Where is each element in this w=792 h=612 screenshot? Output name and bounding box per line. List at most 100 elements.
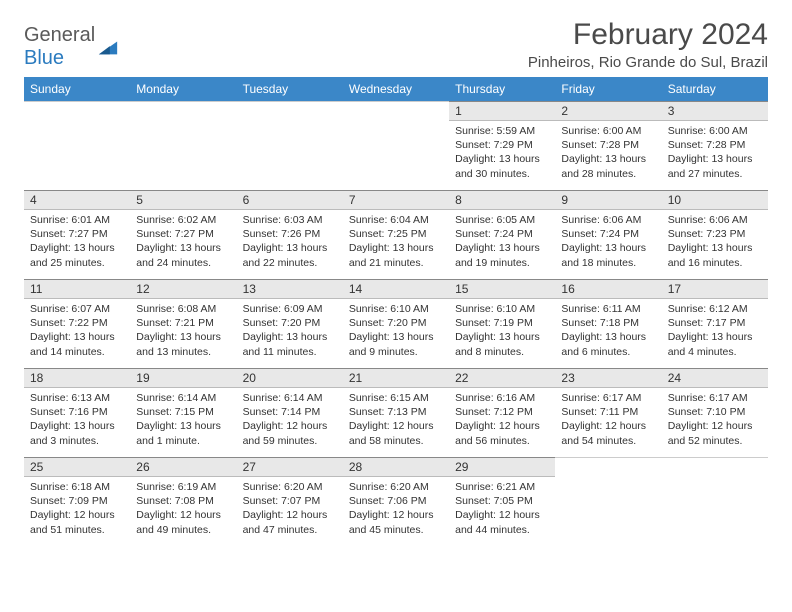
daylight-line: Daylight: 13 hours and 6 minutes. (561, 330, 655, 358)
day-number-cell: 1 (449, 102, 555, 121)
daylight-line: Daylight: 12 hours and 54 minutes. (561, 419, 655, 447)
day-number-cell: 9 (555, 191, 661, 210)
sunset-line: Sunset: 7:07 PM (243, 494, 337, 508)
sunrise-line: Sunrise: 6:19 AM (136, 480, 230, 494)
sunset-line: Sunset: 7:20 PM (349, 316, 443, 330)
sunrise-line: Sunrise: 6:14 AM (243, 391, 337, 405)
day-number-cell: 8 (449, 191, 555, 210)
day-number-cell: 2 (555, 102, 661, 121)
empty-cell (24, 102, 130, 121)
weekday-header: Monday (130, 77, 236, 102)
day-detail-cell: Sunrise: 6:14 AMSunset: 7:15 PMDaylight:… (130, 388, 236, 458)
sunrise-line: Sunrise: 6:07 AM (30, 302, 124, 316)
day-number-row: 2526272829 (24, 458, 768, 477)
daylight-line: Daylight: 13 hours and 24 minutes. (136, 241, 230, 269)
sunset-line: Sunset: 7:24 PM (561, 227, 655, 241)
title-block: February 2024 Pinheiros, Rio Grande do S… (528, 18, 768, 71)
sunset-line: Sunset: 7:28 PM (561, 138, 655, 152)
daylight-line: Daylight: 12 hours and 56 minutes. (455, 419, 549, 447)
day-detail-cell: Sunrise: 6:17 AMSunset: 7:10 PMDaylight:… (662, 388, 768, 458)
sunset-line: Sunset: 7:16 PM (30, 405, 124, 419)
daylight-line: Daylight: 13 hours and 19 minutes. (455, 241, 549, 269)
daylight-line: Daylight: 13 hours and 30 minutes. (455, 152, 549, 180)
daylight-line: Daylight: 13 hours and 4 minutes. (668, 330, 762, 358)
day-detail-cell: Sunrise: 6:20 AMSunset: 7:06 PMDaylight:… (343, 477, 449, 547)
daylight-line: Daylight: 13 hours and 1 minute. (136, 419, 230, 447)
day-number-cell: 15 (449, 280, 555, 299)
day-number-cell: 19 (130, 369, 236, 388)
empty-cell (237, 102, 343, 121)
day-number-cell: 4 (24, 191, 130, 210)
day-number-cell: 28 (343, 458, 449, 477)
day-detail-cell: Sunrise: 6:09 AMSunset: 7:20 PMDaylight:… (237, 299, 343, 369)
sunset-line: Sunset: 7:11 PM (561, 405, 655, 419)
logo: General Blue (24, 18, 119, 70)
day-number-cell: 12 (130, 280, 236, 299)
weekday-header-row: SundayMondayTuesdayWednesdayThursdayFrid… (24, 77, 768, 102)
empty-cell (555, 458, 661, 477)
sunrise-line: Sunrise: 6:16 AM (455, 391, 549, 405)
calendar-table: SundayMondayTuesdayWednesdayThursdayFrid… (24, 77, 768, 547)
location-subtitle: Pinheiros, Rio Grande do Sul, Brazil (528, 54, 768, 71)
sunrise-line: Sunrise: 6:20 AM (349, 480, 443, 494)
day-number-row: 11121314151617 (24, 280, 768, 299)
day-detail-row: Sunrise: 6:07 AMSunset: 7:22 PMDaylight:… (24, 299, 768, 369)
daylight-line: Daylight: 13 hours and 11 minutes. (243, 330, 337, 358)
day-detail-cell: Sunrise: 6:06 AMSunset: 7:23 PMDaylight:… (662, 210, 768, 280)
sunrise-line: Sunrise: 6:08 AM (136, 302, 230, 316)
empty-cell (343, 121, 449, 191)
daylight-line: Daylight: 13 hours and 18 minutes. (561, 241, 655, 269)
sunrise-line: Sunrise: 6:13 AM (30, 391, 124, 405)
sunrise-line: Sunrise: 6:21 AM (455, 480, 549, 494)
sunrise-line: Sunrise: 6:17 AM (561, 391, 655, 405)
day-detail-row: Sunrise: 5:59 AMSunset: 7:29 PMDaylight:… (24, 121, 768, 191)
daylight-line: Daylight: 13 hours and 16 minutes. (668, 241, 762, 269)
day-detail-cell: Sunrise: 6:10 AMSunset: 7:20 PMDaylight:… (343, 299, 449, 369)
daylight-line: Daylight: 13 hours and 13 minutes. (136, 330, 230, 358)
sunset-line: Sunset: 7:17 PM (668, 316, 762, 330)
day-number-cell: 11 (24, 280, 130, 299)
day-number-cell: 14 (343, 280, 449, 299)
day-detail-row: Sunrise: 6:18 AMSunset: 7:09 PMDaylight:… (24, 477, 768, 547)
sunset-line: Sunset: 7:15 PM (136, 405, 230, 419)
sunset-line: Sunset: 7:29 PM (455, 138, 549, 152)
day-detail-cell: Sunrise: 6:17 AMSunset: 7:11 PMDaylight:… (555, 388, 661, 458)
day-number-cell: 6 (237, 191, 343, 210)
day-detail-cell: Sunrise: 6:00 AMSunset: 7:28 PMDaylight:… (662, 121, 768, 191)
empty-cell (130, 121, 236, 191)
day-detail-cell: Sunrise: 6:08 AMSunset: 7:21 PMDaylight:… (130, 299, 236, 369)
day-number-cell: 5 (130, 191, 236, 210)
day-number-cell: 3 (662, 102, 768, 121)
logo-text: General Blue (24, 24, 95, 70)
empty-cell (555, 477, 661, 547)
day-detail-cell: Sunrise: 6:02 AMSunset: 7:27 PMDaylight:… (130, 210, 236, 280)
sunset-line: Sunset: 7:27 PM (136, 227, 230, 241)
sunrise-line: Sunrise: 6:06 AM (561, 213, 655, 227)
daylight-line: Daylight: 13 hours and 22 minutes. (243, 241, 337, 269)
day-detail-cell: Sunrise: 6:12 AMSunset: 7:17 PMDaylight:… (662, 299, 768, 369)
empty-cell (662, 458, 768, 477)
daylight-line: Daylight: 12 hours and 59 minutes. (243, 419, 337, 447)
sunset-line: Sunset: 7:08 PM (136, 494, 230, 508)
daylight-line: Daylight: 13 hours and 14 minutes. (30, 330, 124, 358)
sunrise-line: Sunrise: 6:02 AM (136, 213, 230, 227)
day-detail-cell: Sunrise: 5:59 AMSunset: 7:29 PMDaylight:… (449, 121, 555, 191)
day-number-cell: 18 (24, 369, 130, 388)
day-detail-cell: Sunrise: 6:10 AMSunset: 7:19 PMDaylight:… (449, 299, 555, 369)
daylight-line: Daylight: 12 hours and 51 minutes. (30, 508, 124, 536)
day-number-cell: 7 (343, 191, 449, 210)
sunset-line: Sunset: 7:12 PM (455, 405, 549, 419)
day-detail-cell: Sunrise: 6:11 AMSunset: 7:18 PMDaylight:… (555, 299, 661, 369)
day-number-cell: 21 (343, 369, 449, 388)
logo-word-general: General (24, 24, 95, 46)
daylight-line: Daylight: 12 hours and 52 minutes. (668, 419, 762, 447)
day-number-cell: 13 (237, 280, 343, 299)
day-detail-cell: Sunrise: 6:01 AMSunset: 7:27 PMDaylight:… (24, 210, 130, 280)
sunrise-line: Sunrise: 5:59 AM (455, 124, 549, 138)
day-number-cell: 22 (449, 369, 555, 388)
logo-word-blue: Blue (24, 47, 64, 69)
sunrise-line: Sunrise: 6:20 AM (243, 480, 337, 494)
day-detail-cell: Sunrise: 6:05 AMSunset: 7:24 PMDaylight:… (449, 210, 555, 280)
day-number-row: 18192021222324 (24, 369, 768, 388)
weekday-header: Thursday (449, 77, 555, 102)
